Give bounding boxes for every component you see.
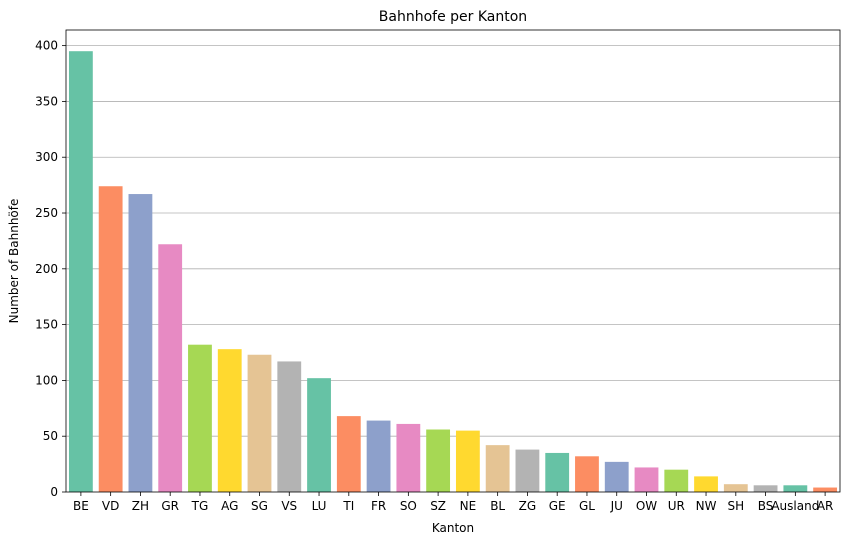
bar-so [396,423,421,492]
x-tick-label-bs: BS [758,499,774,513]
bar-zh [128,194,153,493]
chart-title: Bahnhofe per Kanton [379,9,527,25]
y-axis-label: Number of Bahnhöfe [7,199,21,324]
y-tick-label: 300 [35,150,58,164]
x-tick-label-sh: SH [727,499,744,513]
bar-sg [247,354,272,492]
x-tick-label-ne: NE [460,499,477,513]
x-tick-label-ausland: Ausland [771,499,819,513]
bar-nw [694,476,718,492]
bar-ow [634,467,659,492]
x-tick-label-gr: GR [161,499,179,513]
y-tick-label: 200 [35,262,58,276]
bar-ur [664,469,689,492]
x-axis-label: Kanton [432,521,474,535]
bar-ar [813,487,838,492]
bar-ausland [783,485,808,492]
bar-bl [485,445,510,492]
y-tick-label: 50 [43,429,58,443]
x-axis-ticks: BE VD ZH GR TG AG SG VS LU TI FR SO SZ NE BL ZG GE GL JU OW… [73,492,833,513]
x-tick-label-ur: UR [668,499,685,513]
x-tick-label-vs: VS [281,499,297,513]
y-axis-ticks: 0 50 100 150 200 250 300 350 400 [35,39,66,499]
bar-vd [98,186,123,493]
y-tick-label: 250 [35,206,58,220]
x-tick-label-sg: SG [251,499,268,513]
x-tick-label-zg: ZG [519,499,537,513]
x-tick-label-ow: OW [636,499,657,513]
x-tick-label-sz: SZ [430,499,446,513]
x-tick-label-gl: GL [579,499,595,513]
bar-lu [307,378,331,492]
x-tick-label-zh: ZH [132,499,149,513]
y-tick-label: 100 [35,373,58,387]
x-tick-label-tg: TG [191,499,209,513]
x-tick-label-ag: AG [221,499,238,513]
x-tick-label-ge: GE [549,499,566,513]
bar-ti [336,416,361,492]
x-tick-label-bl: BL [490,499,505,513]
bar-gl [575,456,599,492]
x-tick-label-so: SO [400,499,417,513]
x-tick-label-ju: JU [610,499,623,513]
bar-bs [753,485,778,492]
bars [68,51,838,493]
x-tick-label-fr: FR [371,499,386,513]
bar-be [68,51,93,492]
y-tick-label: 350 [35,94,58,108]
bar-gr [158,244,183,492]
plot-frame [65,29,841,493]
bar-zg [515,449,540,492]
bar-fr [366,420,391,492]
x-tick-label-ti: TI [342,499,354,513]
bar-ge [545,452,570,492]
y-tick-label: 150 [35,318,58,332]
y-tick-label: 400 [35,39,58,53]
bar-ag [217,349,242,492]
bar-sz [426,429,451,492]
x-tick-label-lu: LU [312,499,327,513]
bar-ne [455,430,480,492]
bar-vs [277,361,302,492]
bar-tg [188,344,212,492]
bar-ju [604,461,629,492]
x-tick-label-vd: VD [102,499,119,513]
x-tick-label-be: BE [73,499,89,513]
x-tick-label-ar: AR [817,499,834,513]
x-tick-label-nw: NW [696,499,717,513]
bar-sh [723,484,748,492]
y-tick-label: 0 [50,485,58,499]
